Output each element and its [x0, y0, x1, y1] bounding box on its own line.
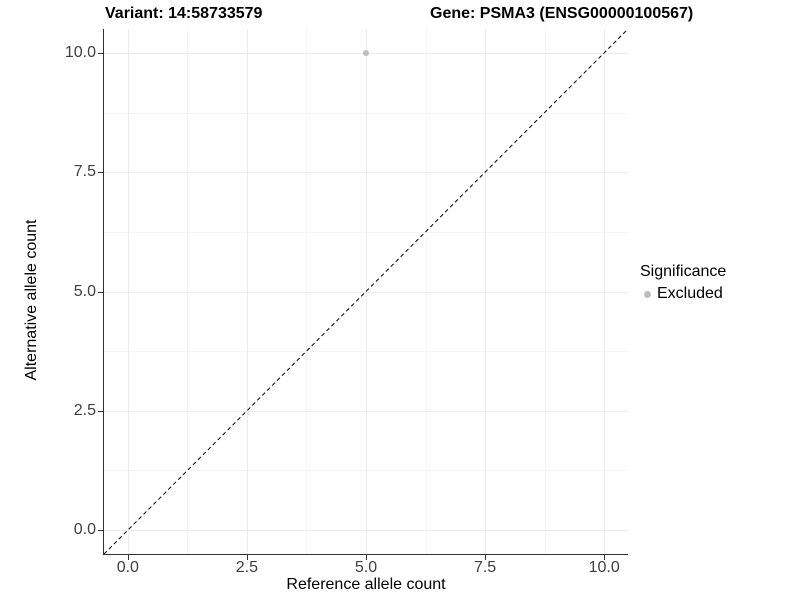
- y-tick-mark: [98, 410, 103, 412]
- x-axis-line: [103, 554, 628, 555]
- y-tick-mark: [98, 291, 103, 293]
- y-tick-mark: [98, 172, 103, 174]
- x-tick-label: 5.0: [354, 559, 378, 576]
- x-tick-mark: [246, 555, 248, 560]
- x-axis-title: Reference allele count: [286, 576, 446, 593]
- data-point-excluded: [363, 49, 369, 56]
- legend-title: Significance: [640, 263, 727, 280]
- gridline-major-horizontal: [104, 172, 628, 174]
- legend-items: Excluded: [640, 285, 726, 303]
- x-tick-label: 10.0: [588, 559, 620, 576]
- plot-panel: [104, 29, 628, 554]
- gridline-major-horizontal: [104, 410, 628, 412]
- legend-item-excluded: Excluded: [640, 285, 726, 303]
- y-tick-label: 7.5: [73, 163, 96, 181]
- x-tick-label: 7.5: [473, 559, 497, 576]
- legend-point-icon: [644, 290, 651, 298]
- legend-item-label: Excluded: [657, 285, 723, 302]
- gridline-major-horizontal: [104, 291, 628, 293]
- x-tick-label: 0.0: [116, 559, 139, 576]
- x-tick-mark: [485, 555, 487, 560]
- x-tick-label: 2.5: [235, 559, 259, 576]
- legend-key: [640, 287, 655, 302]
- y-tick-label: 5.0: [73, 282, 96, 300]
- gridline-major-horizontal: [104, 530, 628, 532]
- x-tick-mark: [366, 555, 367, 560]
- y-tick-label: 0.0: [73, 521, 96, 539]
- plot-title-variant: Variant: 14:58733579: [105, 5, 263, 22]
- y-tick-label: 10.0: [64, 43, 96, 61]
- identity-reference-line: [104, 29, 628, 554]
- y-tick-label: 2.5: [73, 401, 96, 419]
- y-axis-line: [103, 29, 104, 555]
- plot-title-gene: Gene: PSMA3 (ENSG00000100567): [430, 5, 694, 22]
- legend: Significance Excluded: [640, 262, 726, 303]
- x-tick-mark: [127, 555, 129, 560]
- x-tick-mark: [604, 555, 606, 560]
- y-tick-mark: [98, 52, 103, 54]
- y-tick-mark: [98, 530, 103, 532]
